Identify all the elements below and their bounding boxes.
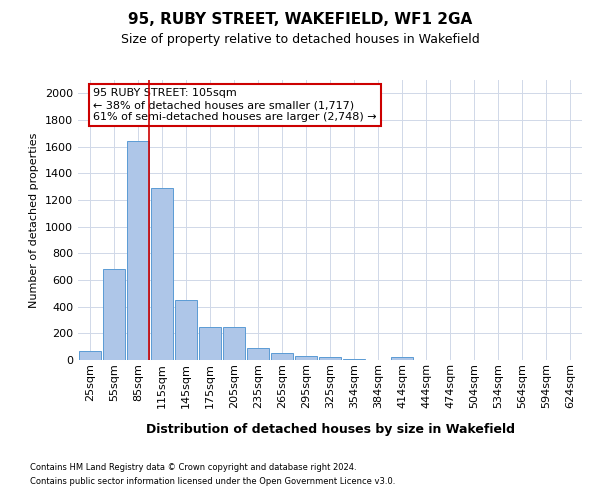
Bar	[151, 188, 173, 360]
Bar	[391, 358, 413, 360]
Bar	[271, 354, 293, 360]
Bar	[199, 326, 221, 360]
Bar	[175, 300, 197, 360]
Text: 95 RUBY STREET: 105sqm
← 38% of detached houses are smaller (1,717)
61% of semi-: 95 RUBY STREET: 105sqm ← 38% of detached…	[93, 88, 377, 122]
Bar	[223, 326, 245, 360]
Text: Contains HM Land Registry data © Crown copyright and database right 2024.: Contains HM Land Registry data © Crown c…	[30, 462, 356, 471]
Bar	[127, 142, 149, 360]
Text: Size of property relative to detached houses in Wakefield: Size of property relative to detached ho…	[121, 32, 479, 46]
Text: 95, RUBY STREET, WAKEFIELD, WF1 2GA: 95, RUBY STREET, WAKEFIELD, WF1 2GA	[128, 12, 472, 28]
Bar	[103, 270, 125, 360]
Text: Contains public sector information licensed under the Open Government Licence v3: Contains public sector information licen…	[30, 478, 395, 486]
Bar	[295, 356, 317, 360]
Y-axis label: Number of detached properties: Number of detached properties	[29, 132, 40, 308]
Bar	[247, 348, 269, 360]
Bar	[79, 352, 101, 360]
Text: Distribution of detached houses by size in Wakefield: Distribution of detached houses by size …	[146, 422, 515, 436]
Bar	[319, 356, 341, 360]
